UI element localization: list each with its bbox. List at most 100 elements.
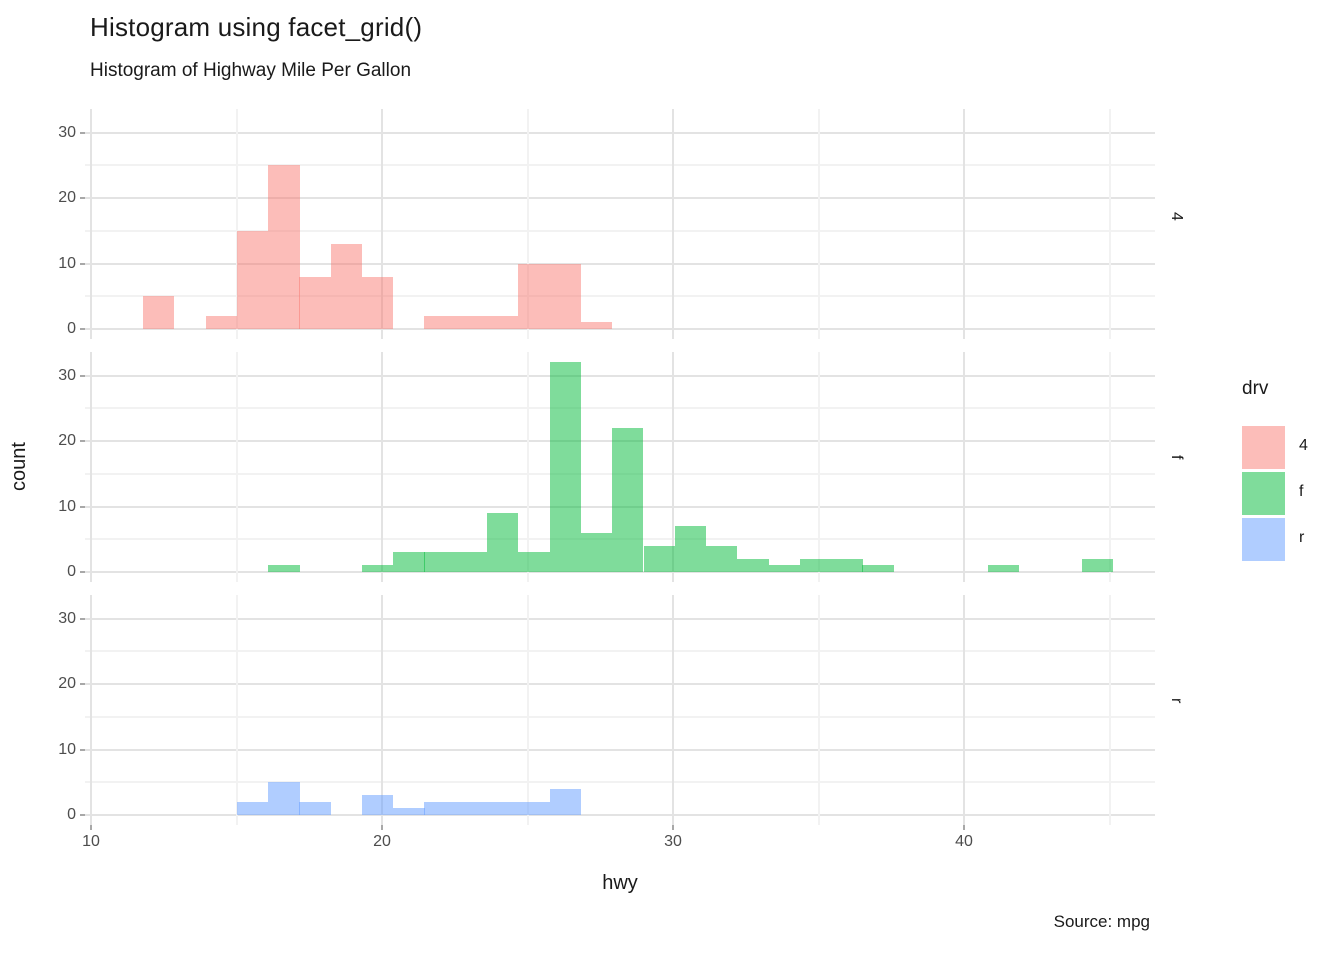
histogram-bar <box>549 263 581 329</box>
histogram-bar <box>455 801 488 815</box>
gridline <box>1108 352 1111 582</box>
histogram-bar <box>361 795 394 815</box>
gridline <box>85 781 1155 784</box>
gridline <box>90 352 92 582</box>
gridline <box>85 407 1155 410</box>
chart-subtitle: Histogram of Highway Mile Per Gallon <box>90 60 412 81</box>
histogram-bar <box>236 230 269 329</box>
gridline <box>85 814 1155 816</box>
histogram-bar <box>299 801 331 815</box>
histogram-bar <box>799 558 832 572</box>
facet-panel-r <box>85 595 1155 825</box>
gridline <box>381 352 383 582</box>
gridline <box>381 109 383 339</box>
x-tick-label: 10 <box>82 833 100 850</box>
y-tick-mark <box>80 505 85 508</box>
gridline <box>85 328 1155 330</box>
y-tick-label: 10 <box>58 740 76 758</box>
gridline <box>235 109 238 339</box>
histogram-bar <box>706 545 738 572</box>
histogram-bar <box>862 565 894 572</box>
y-tick-label: 0 <box>67 806 76 823</box>
histogram-bar <box>987 565 1020 572</box>
histogram-bar <box>143 296 175 329</box>
histogram-bar <box>831 558 863 572</box>
gridline <box>85 715 1155 718</box>
histogram-bar <box>643 545 675 572</box>
x-tick-label: 20 <box>373 833 391 850</box>
y-tick-mark <box>80 262 85 265</box>
legend-label: f <box>1299 483 1304 500</box>
y-tick-label: 20 <box>58 432 76 449</box>
gridline <box>85 262 1155 265</box>
gridline <box>85 164 1155 167</box>
legend-swatch <box>1242 518 1285 561</box>
histogram-bar <box>674 526 707 572</box>
chart-title: Histogram using facet_grid() <box>90 12 423 42</box>
histogram-bar <box>330 243 363 329</box>
gridline <box>85 229 1155 232</box>
gridline <box>85 683 1155 685</box>
y-tick-label: 30 <box>58 123 76 141</box>
gridline <box>85 650 1155 653</box>
histogram-bar <box>268 165 300 329</box>
x-tick-label: 30 <box>664 833 682 850</box>
histogram-bar <box>549 788 581 815</box>
histogram-bar <box>424 315 456 329</box>
histogram-bar <box>518 263 550 329</box>
legend-item-r: r <box>1242 518 1344 564</box>
facet-strip-label: f <box>1168 455 1185 460</box>
gridline <box>381 595 383 825</box>
histogram-bar <box>1081 558 1114 572</box>
legend-label: r <box>1299 529 1305 546</box>
gridline <box>90 109 92 339</box>
histogram-bar <box>299 276 331 329</box>
legend-item-f: f <box>1242 472 1344 518</box>
y-tick-mark <box>80 374 85 377</box>
y-tick-label: 0 <box>67 563 76 580</box>
gridline <box>672 109 674 339</box>
x-tick-mark <box>381 825 383 830</box>
gridline <box>526 352 529 582</box>
gridline <box>85 131 1155 134</box>
gridline <box>85 748 1155 751</box>
gridline <box>526 109 529 339</box>
gridline <box>817 109 820 339</box>
y-tick-mark <box>80 131 85 134</box>
gridline <box>526 595 529 825</box>
gridline <box>672 595 674 825</box>
histogram-bar <box>205 315 237 329</box>
gridline <box>85 197 1155 199</box>
legend-label: 4 <box>1299 437 1308 454</box>
gridline <box>963 595 965 825</box>
histogram-bar <box>487 315 519 329</box>
gridline <box>235 595 238 825</box>
y-tick-mark <box>80 814 85 816</box>
gridline <box>1108 595 1111 825</box>
gridline <box>672 352 674 582</box>
facet-panel-4 <box>85 109 1155 339</box>
y-tick-label: 20 <box>58 675 76 692</box>
x-tick-label: 40 <box>955 833 973 850</box>
histogram-bar <box>268 782 300 815</box>
gridline <box>963 352 965 582</box>
gridline <box>85 617 1155 620</box>
histogram-bar <box>455 315 488 329</box>
gridline <box>85 571 1155 573</box>
y-axis-title: count <box>8 442 30 492</box>
facet-strip-label: 4 <box>1168 212 1185 221</box>
y-tick-mark <box>80 571 85 573</box>
histogram-bar <box>737 558 769 572</box>
y-tick-mark <box>80 197 85 199</box>
y-tick-label: 10 <box>58 254 76 272</box>
x-axis-title: hwy <box>602 872 638 894</box>
y-tick-label: 30 <box>58 366 76 384</box>
histogram-bar <box>268 565 300 572</box>
source-caption: Source: mpg <box>1053 912 1150 931</box>
histogram-bar <box>487 513 519 572</box>
gridline <box>1108 109 1111 339</box>
histogram-bar <box>393 552 425 572</box>
legend-title: drv <box>1242 378 1269 399</box>
y-tick-label: 30 <box>58 609 76 627</box>
